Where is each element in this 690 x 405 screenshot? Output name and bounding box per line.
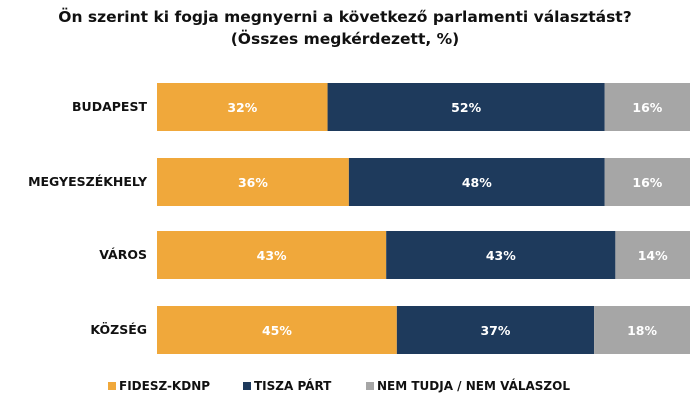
legend: FIDESZ-KDNP TISZA PÁRT NEM TUDJA / NEM VÁL… [108, 378, 570, 393]
bar-segment [157, 83, 328, 131]
data-label: 16% [632, 100, 662, 115]
bar-segment [594, 306, 690, 354]
data-label: 52% [451, 100, 481, 115]
bar-segment [396, 306, 595, 354]
data-label: 45% [262, 323, 292, 338]
data-label: 37% [480, 323, 510, 338]
legend-label: TISZA PÁRT [254, 378, 332, 393]
legend-swatch [108, 382, 116, 390]
bar-segment [604, 83, 690, 131]
bar-segment [157, 158, 349, 206]
chart-title: Ön szerint ki fogja megnyerni a következ… [58, 7, 631, 26]
data-label: 43% [486, 248, 516, 263]
legend-label: NEM TUDJA / NEM VÁLASZOL [377, 378, 570, 393]
data-label: 36% [238, 175, 268, 190]
data-label: 16% [632, 175, 662, 190]
data-label: 18% [627, 323, 657, 338]
data-label: 43% [257, 248, 287, 263]
data-label: 14% [638, 248, 668, 263]
data-label: 32% [227, 100, 257, 115]
category-label: VÁROS [99, 247, 147, 262]
bar-segment [157, 306, 397, 354]
bar-segment [386, 231, 616, 279]
bar-segment [348, 158, 605, 206]
category-label: BUDAPEST [72, 99, 147, 114]
data-label: 48% [462, 175, 492, 190]
legend-swatch [243, 382, 251, 390]
bar-segment [615, 231, 690, 279]
legend-swatch [366, 382, 374, 390]
bar-segment [327, 83, 605, 131]
legend-label: FIDESZ-KDNP [119, 379, 210, 393]
chart-subtitle: (Összes megkérdezett, %) [231, 29, 460, 48]
bar-segment [604, 158, 690, 206]
bar-segment [157, 231, 387, 279]
category-label: KÖZSÉG [90, 322, 147, 337]
category-label: MEGYESZÉKHELY [28, 174, 148, 189]
